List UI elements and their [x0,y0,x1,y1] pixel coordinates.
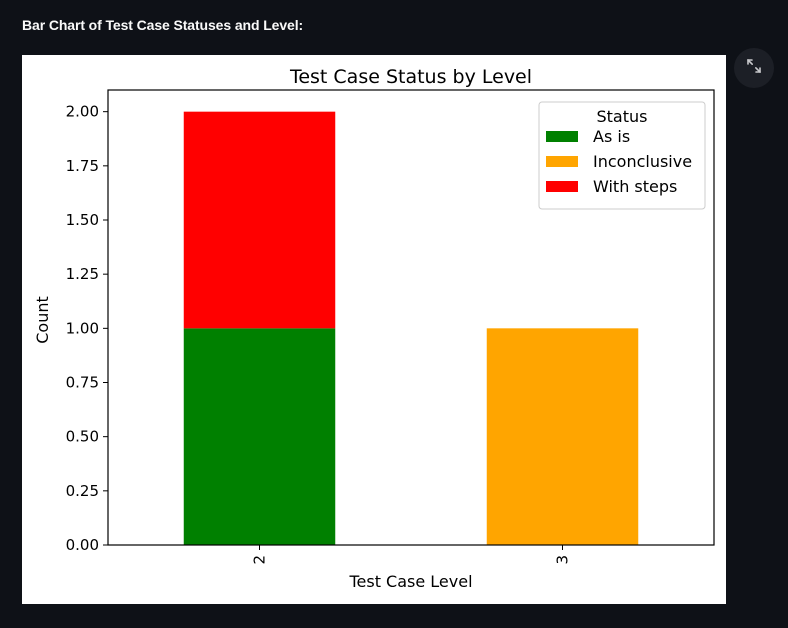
bar-segment [183,328,336,545]
legend-swatch [546,156,578,167]
chart-heading: Bar Chart of Test Case Statuses and Leve… [22,17,304,33]
bar-chart: Test Case Status by Level 0.000.250.500.… [33,66,715,591]
bar-segment [486,328,639,545]
y-tick-label: 0.50 [66,428,99,446]
bars-layer [183,111,639,545]
legend-swatch [546,181,578,192]
chart-container: Test Case Status by Level 0.00 0.25 0.50 0.… [22,55,726,604]
fullscreen-expand-icon [746,58,762,78]
y-axis-label: Count [33,296,52,344]
legend-entry: As is [593,127,630,146]
legend: Status As is Inconclusive With steps [538,101,706,210]
y-tick-label: 2.00 [66,103,99,121]
legend-entry: With steps [593,177,677,196]
chart-title: Test Case Status by Level [289,66,532,88]
y-tick-label: 0.00 [66,536,99,554]
x-tick-label: 2 [251,555,269,565]
y-axis: 0.00 0.25 0.50 0.75 1.00 1.25 1.50 1.75 2.00 [66,103,108,554]
y-tick-label: 1.25 [66,265,99,283]
x-axis-label: Test Case Level [348,572,472,591]
bar-segment [183,111,336,329]
legend-entry: Inconclusive [593,152,692,171]
plot-area-frame [107,89,715,546]
y-tick-label: 1.50 [66,211,99,229]
y-tick-label: 0.75 [66,374,99,392]
y-tick-label: 1.75 [66,157,99,175]
y-tick-label: 0.25 [66,482,99,500]
legend-title: Status [597,107,648,126]
legend-swatch [546,131,578,142]
y-tick-label: 1.00 [66,319,99,337]
x-tick-label: 3 [554,555,572,565]
expand-chart-button[interactable] [734,48,774,88]
legend-box [538,101,706,210]
